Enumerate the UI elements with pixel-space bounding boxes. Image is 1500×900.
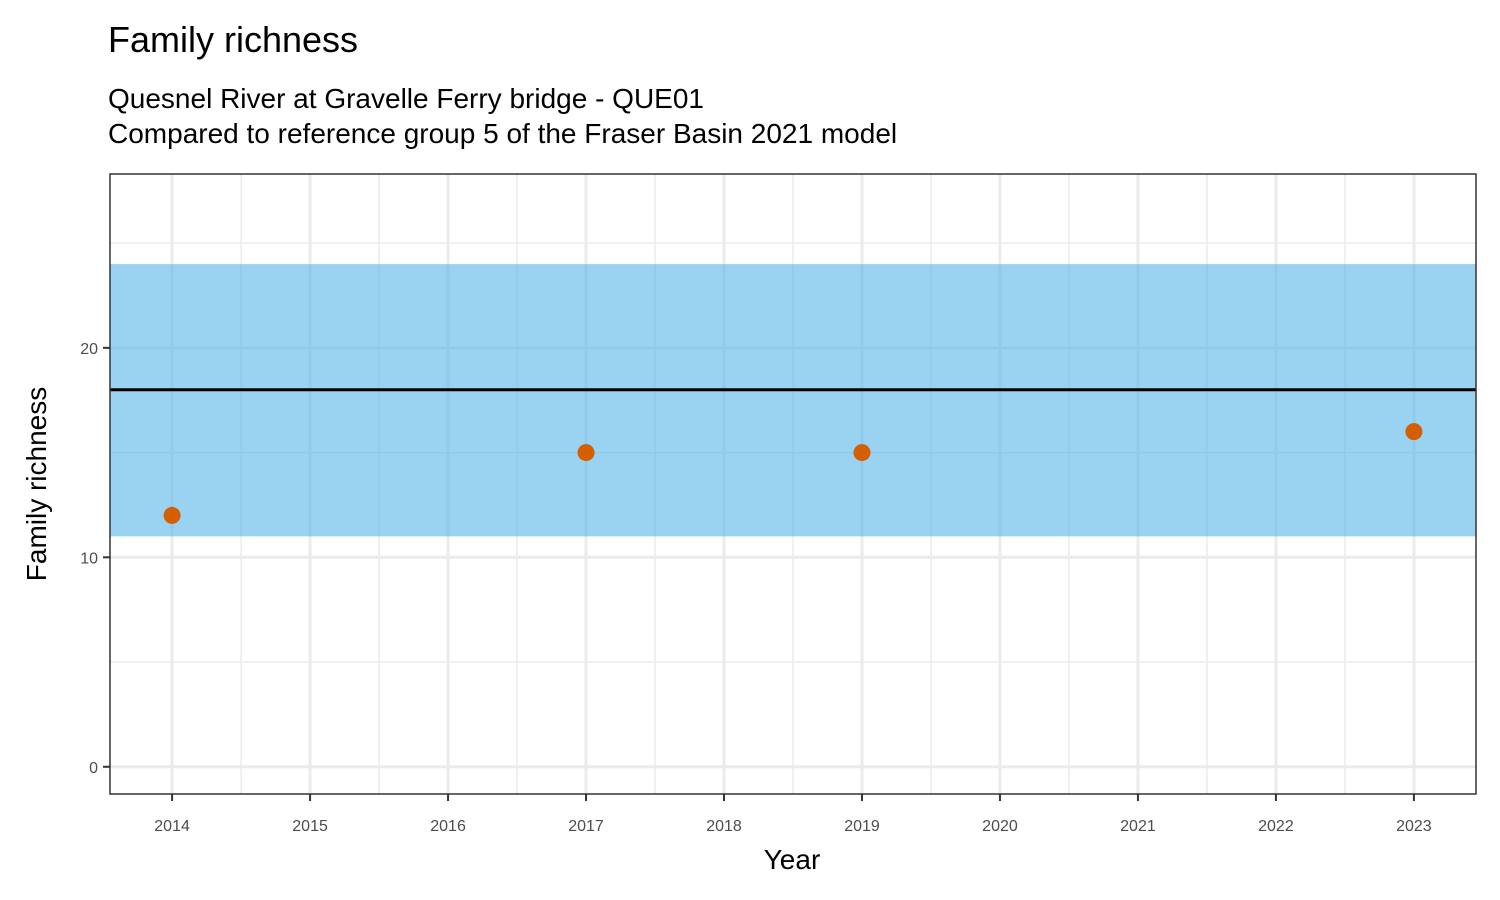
chart-title: Family richness: [108, 19, 358, 60]
x-tick-label: 2019: [844, 818, 880, 835]
panel-border: [109, 173, 1477, 795]
chart-subtitle-line-2: Compared to reference group 5 of the Fra…: [108, 118, 897, 149]
chart-subtitle-line-1: Quesnel River at Gravelle Ferry bridge -…: [108, 83, 704, 114]
y-tick-label: 20: [80, 341, 98, 358]
x-tick-label: 2022: [1258, 818, 1294, 835]
x-tick-label: 2020: [982, 818, 1018, 835]
x-tick-label: 2015: [292, 818, 328, 835]
x-tick-label: 2023: [1396, 818, 1432, 835]
y-tick-label: 0: [89, 760, 98, 777]
plot-area: 2014 2015 2016 2017 2018 2019 2020 2021 2022 2023…: [80, 173, 1477, 835]
data-point: [577, 444, 595, 462]
x-tick-label: 2017: [568, 818, 604, 835]
x-tick-label: 2016: [430, 818, 466, 835]
x-tick-label: 2014: [154, 818, 190, 835]
data-point: [163, 506, 181, 524]
y-tick-label: 10: [80, 550, 98, 567]
data-point: [853, 444, 871, 462]
reference-band: [110, 264, 1476, 537]
x-axis-title: Year: [764, 844, 821, 875]
x-tick-label: 2018: [706, 818, 742, 835]
y-axis-title: Family richness: [21, 387, 52, 581]
data-point: [1405, 423, 1423, 441]
x-tick-label: 2021: [1120, 818, 1156, 835]
